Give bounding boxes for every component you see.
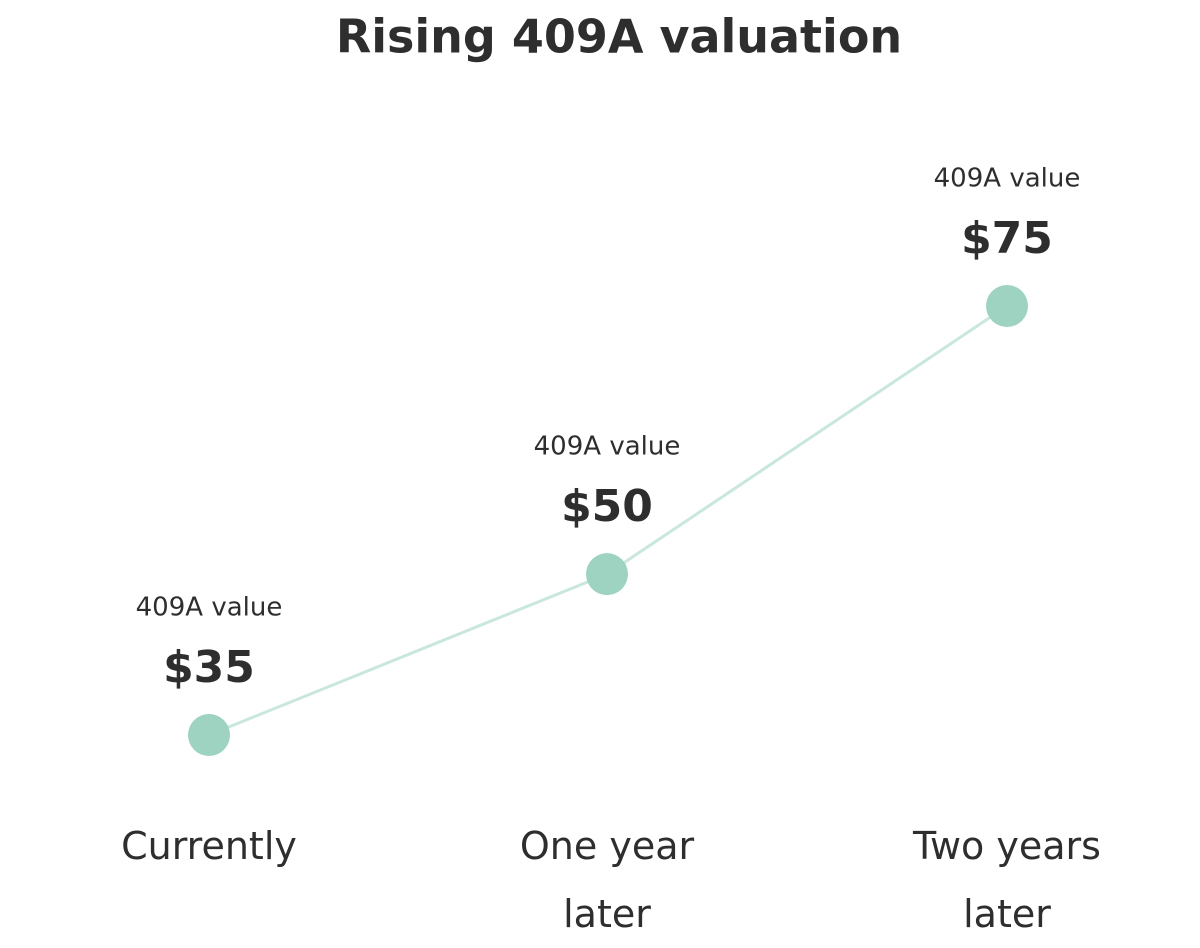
value-label: $75 xyxy=(961,213,1053,264)
point xyxy=(188,714,230,756)
x-tick-label: Currently xyxy=(121,824,297,868)
point xyxy=(586,553,628,596)
x-tick-label: Two years later xyxy=(913,824,1101,936)
x-tick-label: One year later xyxy=(519,824,695,936)
value-label: $35 xyxy=(163,642,255,693)
point-label: 409A value xyxy=(934,164,1081,194)
point-label: 409A value xyxy=(136,593,283,623)
point xyxy=(986,285,1028,327)
value-label: $50 xyxy=(561,481,653,532)
point-label: 409A value xyxy=(534,432,681,462)
chart-title: Rising 409A valuation xyxy=(336,10,902,64)
